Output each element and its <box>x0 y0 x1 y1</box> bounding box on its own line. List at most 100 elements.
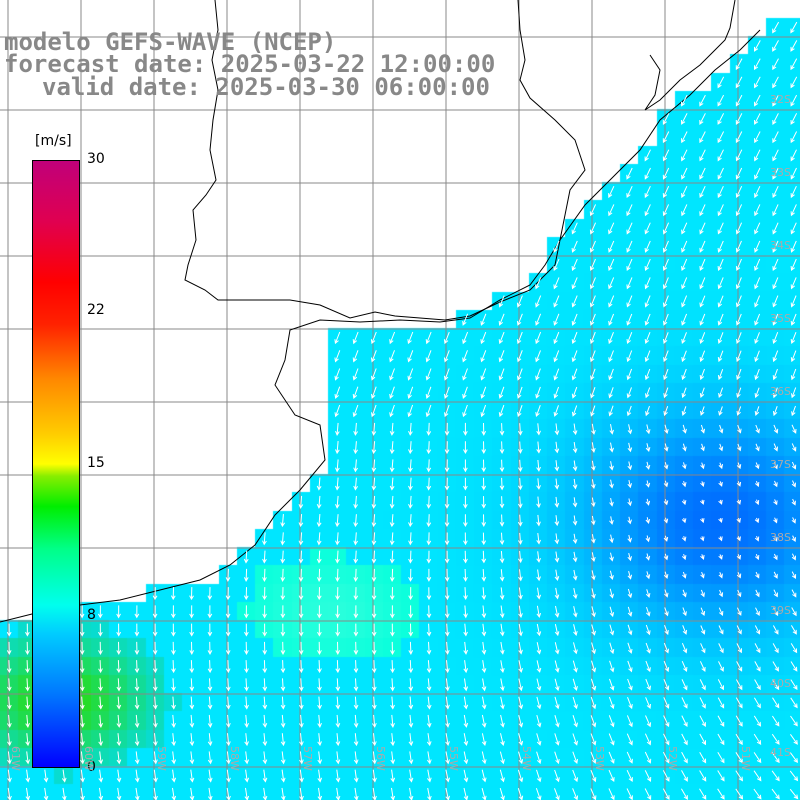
wind-arrow <box>535 331 542 345</box>
wind-arrow <box>152 641 158 655</box>
wind-arrow <box>299 733 304 747</box>
wind-arrow <box>79 714 85 728</box>
wind-arrow <box>681 332 687 344</box>
wind-arrow <box>754 277 761 290</box>
wind-arrow <box>352 350 359 363</box>
wind-arrow <box>662 204 670 217</box>
wind-arrow <box>554 533 560 545</box>
wind-arrow <box>353 587 359 601</box>
wind-arrow <box>718 607 724 616</box>
wind-arrow <box>753 715 762 727</box>
wind-arrow <box>682 424 687 434</box>
wind-arrow <box>627 588 633 599</box>
wind-arrow <box>608 258 615 272</box>
wind-arrow <box>717 332 724 344</box>
wind-arrow <box>609 552 614 562</box>
wind-arrow <box>717 185 724 199</box>
wind-arrow <box>61 769 67 783</box>
wind-arrow <box>463 496 468 509</box>
wind-arrow <box>116 787 122 800</box>
wind-arrow <box>662 185 670 199</box>
wind-arrow <box>371 477 377 491</box>
wind-arrow <box>498 295 505 308</box>
wind-arrow <box>590 769 597 783</box>
wind-arrow <box>773 571 778 579</box>
wind-arrow <box>717 295 724 308</box>
wind-arrow <box>590 387 596 399</box>
wind-arrow <box>244 641 249 655</box>
wind-arrow <box>352 404 359 418</box>
wind-arrow <box>645 589 651 598</box>
lat-label: 35S <box>770 312 791 325</box>
wind-arrow <box>753 752 762 764</box>
wind-arrow <box>608 222 615 235</box>
wind-arrow <box>682 571 687 579</box>
wind-arrow <box>335 477 340 491</box>
wind-arrow <box>390 660 395 674</box>
wind-arrow <box>627 534 632 543</box>
wind-arrow <box>426 587 432 601</box>
lon-label: 58W <box>228 746 241 771</box>
wind-arrow <box>518 696 524 710</box>
wind-arrow <box>335 696 341 710</box>
wind-arrow <box>536 605 542 618</box>
wind-arrow <box>627 606 633 617</box>
wind-arrow <box>645 642 651 654</box>
wind-arrow <box>25 660 30 674</box>
wind-arrow <box>627 678 633 691</box>
wind-arrow <box>426 623 432 637</box>
wind-arrow <box>736 607 742 616</box>
wind-arrow <box>754 368 760 381</box>
wind-arrow <box>317 623 322 637</box>
wind-arrow <box>517 478 523 491</box>
wind-arrow <box>772 332 779 344</box>
wind-arrow <box>244 696 249 710</box>
wind-arrow <box>609 624 615 636</box>
wind-arrow <box>462 350 468 363</box>
wind-arrow <box>498 313 505 326</box>
wind-arrow <box>572 660 578 673</box>
wind-arrow <box>790 58 798 71</box>
wind-arrow <box>735 240 742 253</box>
wind-arrow <box>645 715 652 728</box>
wind-arrow <box>371 678 377 692</box>
wind-arrow <box>790 131 798 144</box>
wind-arrow <box>518 678 523 692</box>
wind-arrow <box>171 714 176 728</box>
wind-arrow <box>590 696 597 710</box>
wind-arrow <box>25 714 30 728</box>
wind-arrow <box>609 588 614 599</box>
wind-arrow <box>317 660 322 674</box>
wind-arrow <box>718 481 723 487</box>
wind-arrow <box>700 424 706 434</box>
wind-arrow <box>444 623 450 637</box>
wind-arrow <box>536 423 541 436</box>
wind-arrow <box>645 678 651 691</box>
wind-arrow <box>589 258 596 272</box>
wind-arrow <box>735 733 743 746</box>
wind-arrow <box>626 240 633 253</box>
wind-arrow <box>772 387 778 399</box>
wind-arrow <box>717 369 724 381</box>
wind-arrow <box>426 441 432 455</box>
wind-arrow <box>353 641 359 655</box>
wind-arrow <box>171 696 176 710</box>
wind-arrow <box>462 331 469 345</box>
wind-arrow <box>189 678 195 692</box>
wind-arrow <box>791 405 796 417</box>
wind-arrow <box>736 554 741 560</box>
wind-arrow <box>645 553 651 561</box>
wind-arrow <box>644 222 651 235</box>
wind-arrow <box>608 204 615 217</box>
wind-arrow <box>189 660 195 674</box>
wind-arrow <box>389 587 395 601</box>
wind-arrow <box>554 660 560 673</box>
wind-arrow <box>517 514 523 527</box>
wind-arrow <box>389 477 395 491</box>
wind-arrow <box>171 623 176 637</box>
wind-arrow <box>591 497 596 508</box>
wind-arrow <box>717 131 725 144</box>
wind-arrow <box>498 404 505 418</box>
wind-arrow <box>736 536 741 542</box>
wind-arrow <box>280 550 286 564</box>
